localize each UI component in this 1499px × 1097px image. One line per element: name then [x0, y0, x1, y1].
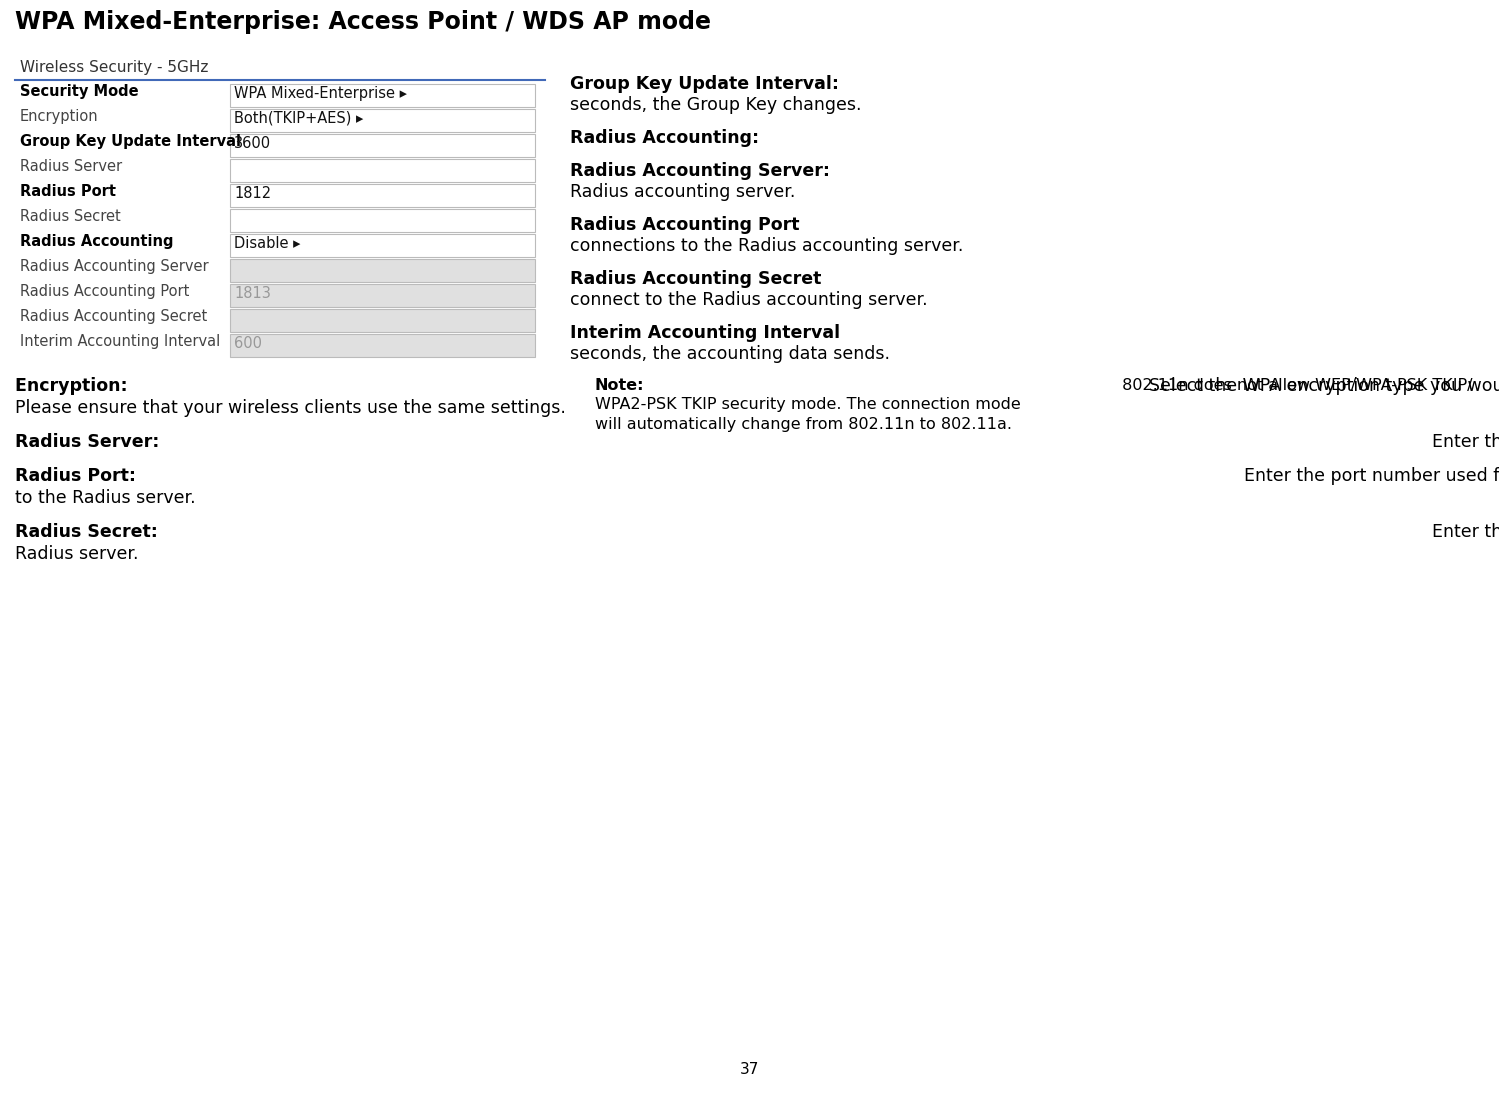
- Text: Radius Accounting Secret: Radius Accounting Secret: [19, 309, 207, 324]
- Text: Note:: Note:: [595, 378, 645, 393]
- Bar: [229, 159, 535, 182]
- Text: WPA Mixed-Enterprise: Access Point / WDS AP mode: WPA Mixed-Enterprise: Access Point / WDS…: [15, 10, 711, 34]
- Text: Radius Accounting: Radius Accounting: [19, 234, 174, 249]
- Text: Enter the IP address of the Radius server.: Enter the IP address of the Radius serve…: [1433, 433, 1499, 451]
- Bar: [229, 134, 535, 157]
- Text: Radius Accounting Port: Radius Accounting Port: [19, 284, 189, 299]
- Text: will automatically change from 802.11n to 802.11a.: will automatically change from 802.11n t…: [595, 417, 1012, 431]
- Text: Interim Accounting Interval: Interim Accounting Interval: [570, 324, 839, 342]
- Text: Please ensure that your wireless clients use the same settings.: Please ensure that your wireless clients…: [15, 399, 567, 417]
- Text: to the Radius server.: to the Radius server.: [15, 489, 196, 507]
- Text: Radius Port:: Radius Port:: [15, 467, 142, 485]
- Text: Encryption:: Encryption:: [15, 377, 133, 395]
- Text: 1813: 1813: [234, 286, 271, 301]
- Text: Radius Port: Radius Port: [19, 184, 115, 199]
- Text: Wireless Security - 5GHz: Wireless Security - 5GHz: [19, 60, 208, 75]
- Text: Radius server.: Radius server.: [15, 545, 138, 563]
- Text: Interim Accounting Interval: Interim Accounting Interval: [19, 333, 220, 349]
- Text: seconds, the Group Key changes.: seconds, the Group Key changes.: [570, 97, 862, 114]
- Bar: [229, 234, 535, 257]
- Text: Enter the secret required to connect to the: Enter the secret required to connect to …: [1433, 523, 1499, 541]
- Text: Radius Accounting Server: Radius Accounting Server: [19, 259, 208, 274]
- Text: 600: 600: [234, 336, 262, 351]
- Bar: [229, 259, 535, 282]
- Text: Enter the port number used for connections: Enter the port number used for connectio…: [1244, 467, 1499, 485]
- Text: Radius Accounting:: Radius Accounting:: [570, 129, 764, 147]
- Text: WPA Mixed-Enterprise ▸: WPA Mixed-Enterprise ▸: [234, 86, 408, 101]
- Bar: [229, 333, 535, 357]
- Bar: [229, 184, 535, 207]
- Text: 3600: 3600: [234, 136, 271, 151]
- Text: Group Key Update Interval: Group Key Update Interval: [19, 134, 241, 149]
- Text: Radius accounting server.: Radius accounting server.: [570, 183, 796, 201]
- Text: Group Key Update Interval:: Group Key Update Interval:: [570, 75, 845, 93]
- Text: Radius Server: Radius Server: [19, 159, 121, 174]
- Text: Radius Accounting Server:: Radius Accounting Server:: [570, 162, 836, 180]
- Text: 802.11n does not allow WEP/WPA-PSK TKIP/: 802.11n does not allow WEP/WPA-PSK TKIP/: [1117, 378, 1472, 393]
- Text: Security Mode: Security Mode: [19, 84, 138, 99]
- Text: Radius Accounting Port: Radius Accounting Port: [570, 216, 805, 234]
- Text: seconds, the accounting data sends.: seconds, the accounting data sends.: [570, 344, 890, 363]
- Text: Radius Secret:: Radius Secret:: [15, 523, 163, 541]
- Text: WPA2-PSK TKIP security mode. The connection mode: WPA2-PSK TKIP security mode. The connect…: [595, 397, 1021, 412]
- Text: Encryption: Encryption: [19, 109, 99, 124]
- Text: Select the WPA encryption type you would like.: Select the WPA encryption type you would…: [1150, 377, 1499, 395]
- Text: connections to the Radius accounting server.: connections to the Radius accounting ser…: [570, 237, 964, 255]
- Text: connect to the Radius accounting server.: connect to the Radius accounting server.: [570, 291, 928, 309]
- Text: 1812: 1812: [234, 186, 271, 201]
- Text: Radius Accounting Secret: Radius Accounting Secret: [570, 270, 821, 289]
- Bar: [229, 210, 535, 231]
- Text: Disable ▸: Disable ▸: [234, 236, 300, 251]
- Bar: [229, 84, 535, 108]
- Bar: [229, 109, 535, 132]
- Text: 37: 37: [741, 1062, 758, 1077]
- Text: Radius Secret: Radius Secret: [19, 210, 121, 224]
- Text: Both(TKIP+AES) ▸: Both(TKIP+AES) ▸: [234, 111, 363, 126]
- Text: Radius Server:: Radius Server:: [15, 433, 165, 451]
- Bar: [229, 309, 535, 332]
- Bar: [229, 284, 535, 307]
